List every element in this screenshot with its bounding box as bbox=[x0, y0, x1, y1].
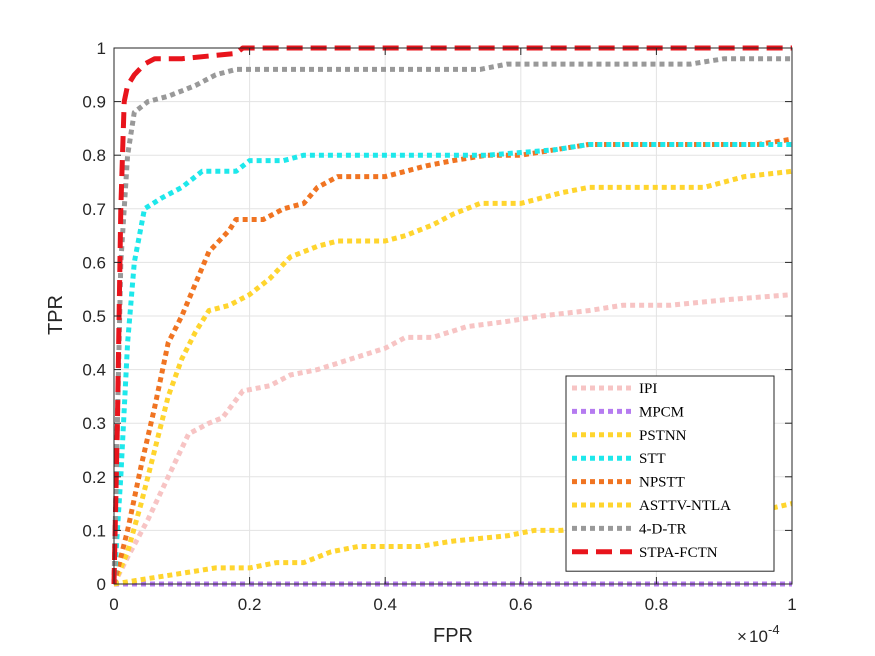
tick-labels: 0 0.2 0.4 0.6 0.8 1 0 0.1 0.2 0.3 0.4 0.5 0.6 0.7 0.8 0… bbox=[82, 39, 796, 614]
series-line-stpa-fctn bbox=[111, 45, 792, 585]
series-line-npstt bbox=[111, 136, 793, 585]
x-exponent-power: -4 bbox=[768, 622, 780, 637]
y-tick-label: 0 bbox=[97, 575, 106, 594]
svg-text:×: × bbox=[737, 627, 747, 646]
legend: IPI MPCM PSTNN STT NPSTT ASTTV-NTLA 4-D-TR STPA… bbox=[565, 375, 775, 572]
y-tick-label: 0.8 bbox=[82, 146, 106, 165]
legend-label: PSTNN bbox=[639, 428, 687, 444]
legend-label: IPI bbox=[639, 381, 657, 397]
legend-label: ASTTV-NTLA bbox=[639, 498, 731, 514]
y-tick-label: 0.1 bbox=[82, 521, 106, 540]
x-axis-label: FPR bbox=[433, 625, 473, 647]
tick-marks bbox=[113, 47, 793, 585]
y-tick-label: 0.3 bbox=[82, 414, 106, 433]
x-exponent-label: × 10 -4 bbox=[737, 622, 780, 646]
y-tick-label: 0.7 bbox=[82, 200, 106, 219]
y-tick-label: 0.5 bbox=[82, 307, 106, 326]
y-tick-label: 0.9 bbox=[82, 93, 106, 112]
x-exponent-base: 10 bbox=[749, 627, 768, 646]
x-tick-label: 1 bbox=[787, 595, 796, 614]
series-line-pstnn bbox=[113, 501, 793, 587]
series-line-ipi bbox=[111, 292, 793, 586]
legend-label: NPSTT bbox=[639, 475, 685, 491]
x-tick-label: 0.8 bbox=[645, 595, 669, 614]
y-tick-label: 0.4 bbox=[82, 361, 106, 380]
legend-label: STPA-FCTN bbox=[639, 545, 718, 561]
x-tick-label: 0.4 bbox=[373, 595, 397, 614]
y-tick-label: 1 bbox=[97, 39, 106, 58]
series-line-4-d-tr bbox=[111, 56, 792, 585]
series-line-asttv-ntla bbox=[111, 168, 793, 585]
legend-box bbox=[565, 375, 775, 572]
y-axis-label: TPR bbox=[45, 295, 67, 335]
y-tick-label: 0.6 bbox=[82, 253, 106, 272]
x-tick-label: 0.6 bbox=[509, 595, 533, 614]
y-tick-label: 0.2 bbox=[82, 468, 106, 487]
legend-label: MPCM bbox=[639, 404, 684, 420]
legend-label: 4-D-TR bbox=[639, 521, 687, 537]
x-tick-label: 0 bbox=[109, 595, 118, 614]
x-tick-label: 0.2 bbox=[238, 595, 262, 614]
series-line-stt bbox=[111, 142, 792, 585]
legend-label: STT bbox=[639, 451, 666, 467]
